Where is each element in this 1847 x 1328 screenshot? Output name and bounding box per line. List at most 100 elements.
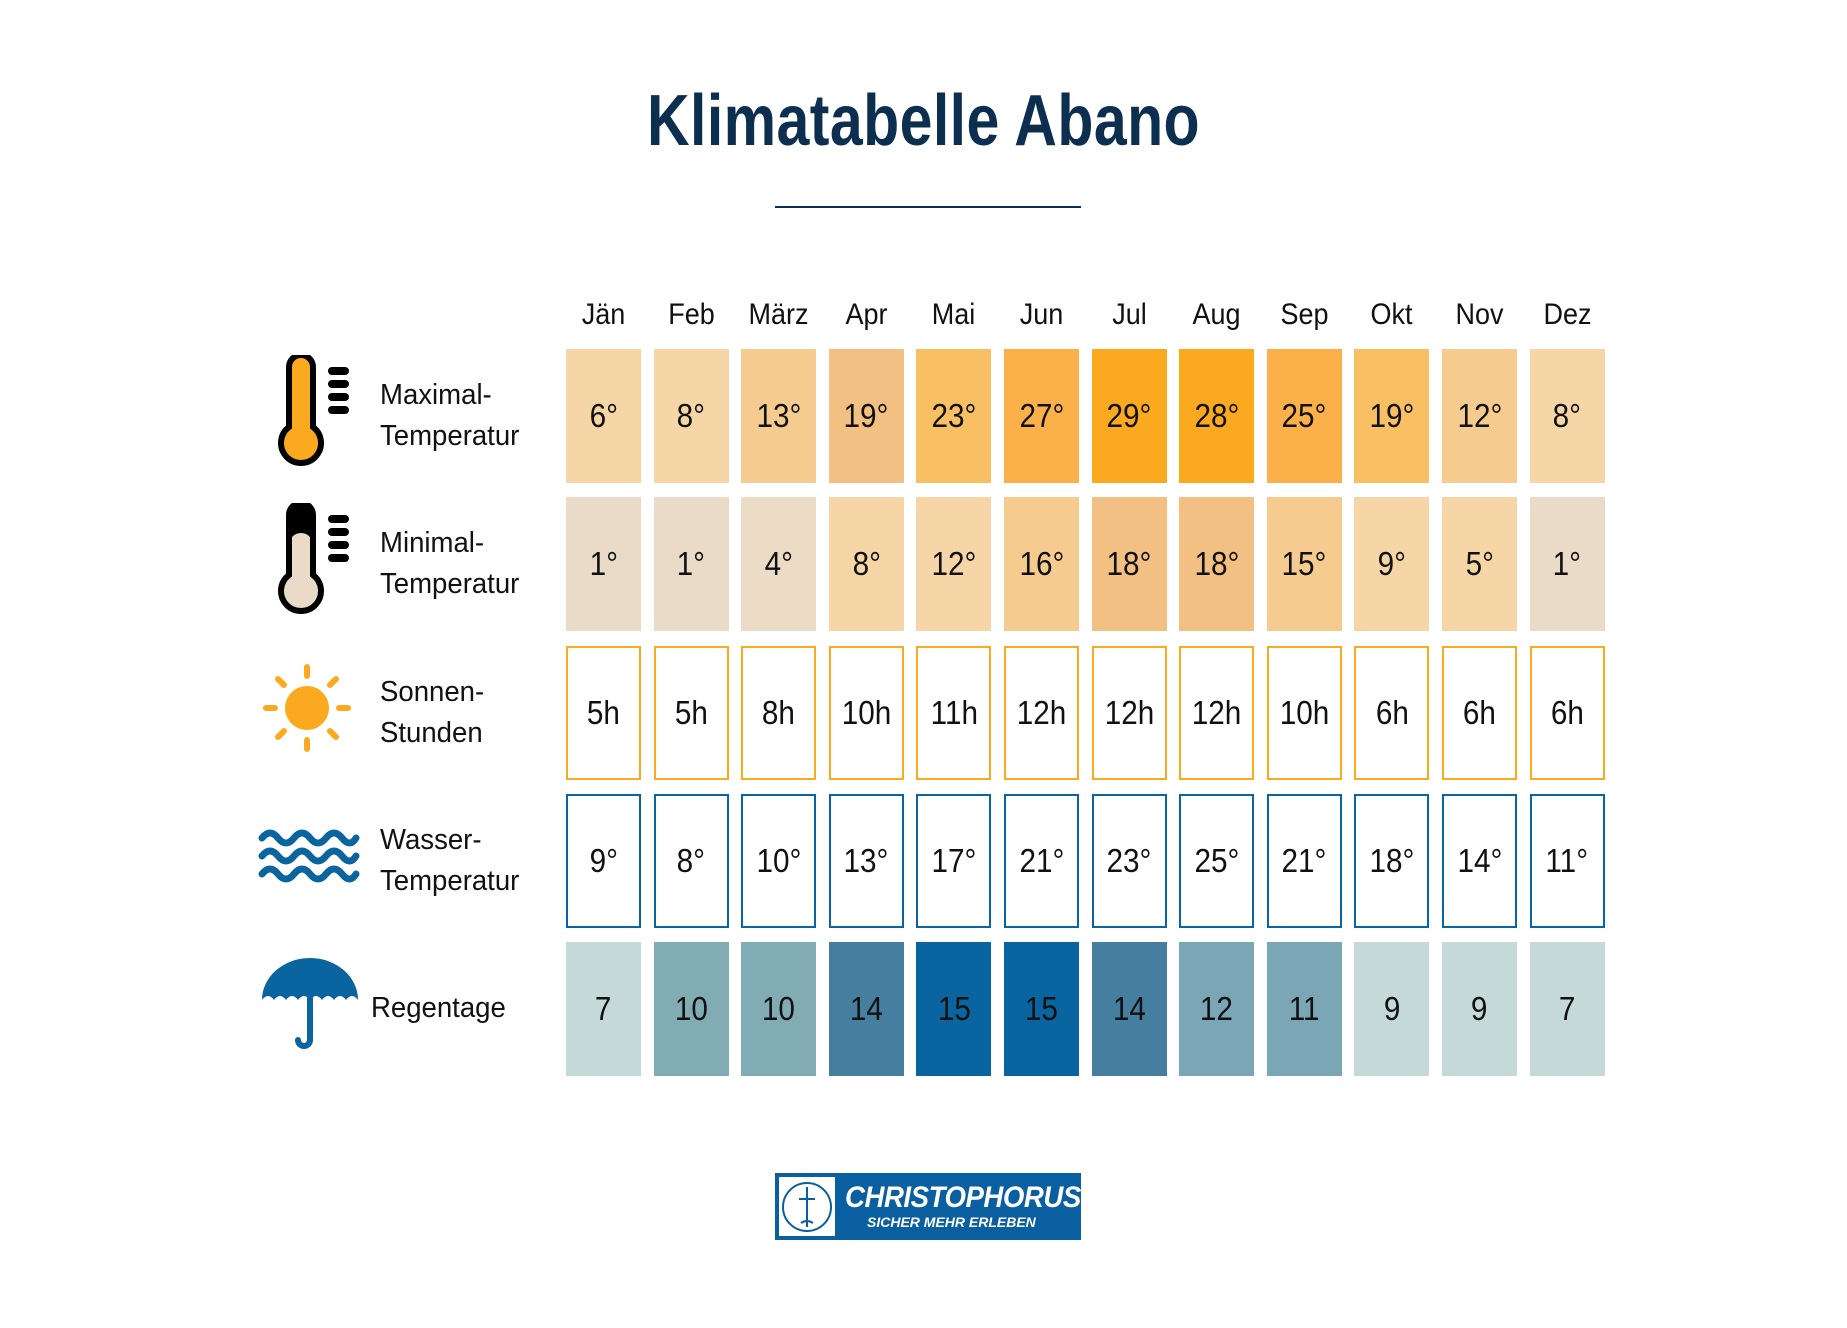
- table-cell: 11°: [1529, 794, 1605, 928]
- table-cell: 14: [828, 942, 904, 1076]
- row-label: Minimal- Temperatur: [380, 523, 519, 605]
- cell-value: 9°: [589, 842, 618, 879]
- table-cell: 28°: [1179, 349, 1255, 483]
- cell-value: 12h: [1191, 694, 1242, 731]
- cell-value: 12h: [1104, 694, 1154, 731]
- table-cell: 21°: [1004, 794, 1079, 928]
- cell-value: 23°: [931, 397, 977, 434]
- cell-value: 23°: [1106, 842, 1152, 879]
- table-cell: 10h: [828, 646, 904, 780]
- cell-value: 12°: [931, 545, 977, 582]
- christophorus-logo: CHRISTOPHORUS SICHER MEHR ERLEBEN: [775, 1173, 1081, 1240]
- table-cell: 6h: [1529, 646, 1605, 780]
- cell-value: 8°: [676, 397, 706, 434]
- table-cell: 25°: [1179, 794, 1255, 928]
- cell-value: 5h: [586, 694, 621, 731]
- row-label-line1: Maximal-: [380, 379, 492, 411]
- cell-value: 21°: [1281, 842, 1327, 879]
- cell-value: 7: [595, 990, 612, 1027]
- cell-value: 8°: [1552, 397, 1582, 434]
- cell-value: 11°: [1545, 842, 1589, 879]
- row-label: Sonnen- Stunden: [380, 672, 484, 754]
- table-cell: 4°: [741, 497, 817, 631]
- cell-value: 21°: [1019, 842, 1064, 879]
- table-cell: 29°: [1091, 349, 1167, 483]
- cell-value: 14°: [1457, 842, 1502, 879]
- cell-value: 9: [1383, 990, 1401, 1027]
- month-header: Okt: [1370, 298, 1413, 331]
- table-cell: 12°: [1442, 349, 1517, 483]
- cell-value: 6h: [1462, 694, 1497, 731]
- cell-value: 13°: [756, 397, 802, 434]
- row-label: Maximal- Temperatur: [380, 375, 519, 457]
- month-header: Aug: [1192, 298, 1241, 331]
- table-cell: 10: [653, 942, 729, 1076]
- table-cell: 16°: [1004, 497, 1079, 631]
- table-cell: 8°: [1529, 349, 1605, 483]
- row-label-line2: Temperatur: [380, 420, 520, 452]
- cell-value: 1°: [676, 545, 706, 582]
- table-cell: 1°: [1529, 497, 1605, 631]
- row-label-line2: Temperatur: [380, 568, 520, 600]
- cell-value: 25°: [1194, 842, 1240, 879]
- table-cell: 21°: [1266, 794, 1342, 928]
- table-cell: 7: [1529, 942, 1605, 1076]
- cell-value: 9: [1471, 990, 1488, 1027]
- cell-value: 8°: [852, 545, 881, 582]
- cell-value: 19°: [843, 397, 889, 434]
- cell-value: 1°: [1552, 545, 1582, 582]
- table-cell: 14: [1091, 942, 1167, 1076]
- cell-value: 29°: [1106, 397, 1152, 434]
- cell-value: 12°: [1457, 397, 1502, 434]
- table-cell: 5°: [1442, 497, 1517, 631]
- cell-value: 6h: [1550, 694, 1584, 731]
- cell-value: 16°: [1019, 545, 1064, 582]
- cell-value: 15: [937, 990, 971, 1027]
- cell-value: 5°: [1465, 545, 1494, 582]
- logo-name: CHRISTOPHORUS: [845, 1181, 1081, 1214]
- cell-value: 25°: [1281, 397, 1327, 434]
- row-label-line1: Sonnen-: [380, 676, 485, 708]
- table-cell: 12°: [916, 497, 992, 631]
- cell-value: 14: [1112, 990, 1146, 1027]
- cell-value: 17°: [931, 842, 977, 879]
- table-cell: 10°: [741, 794, 817, 928]
- cell-value: 10h: [841, 694, 892, 731]
- table-cell: 9°: [566, 794, 641, 928]
- table-cell: 8°: [653, 349, 729, 483]
- table-cell: 23°: [1091, 794, 1167, 928]
- month-header: Jun: [1019, 298, 1064, 331]
- logo-slogan: SICHER MEHR ERLEBEN: [867, 1214, 1036, 1230]
- cell-value: 5h: [674, 694, 708, 731]
- table-cell: 7: [566, 942, 641, 1076]
- cell-value: 8h: [762, 694, 796, 731]
- thermometer-low-icon: [278, 503, 349, 614]
- table-cell: 9°: [1354, 497, 1430, 631]
- month-header: Sep: [1280, 298, 1329, 331]
- table-cell: 12h: [1179, 646, 1255, 780]
- cell-value: 7: [1558, 990, 1576, 1027]
- month-header: Feb: [667, 298, 715, 331]
- cell-value: 10: [674, 990, 708, 1027]
- logo-emblem: [779, 1177, 835, 1236]
- cell-value: 10: [762, 990, 796, 1027]
- table-cell: 27°: [1004, 349, 1079, 483]
- cell-value: 18°: [1194, 545, 1240, 582]
- table-cell: 12: [1179, 942, 1255, 1076]
- month-header: Nov: [1455, 298, 1504, 331]
- cell-value: 10h: [1279, 694, 1330, 731]
- table-cell: 9: [1442, 942, 1517, 1076]
- thermometer-high-icon: [278, 355, 349, 466]
- table-cell: 8°: [653, 794, 729, 928]
- cell-value: 14: [849, 990, 883, 1027]
- row-label-line1: Regentage: [371, 992, 506, 1024]
- cell-value: 19°: [1369, 397, 1415, 434]
- cell-value: 8°: [676, 842, 706, 879]
- table-cell: 5h: [653, 646, 729, 780]
- table-cell: 19°: [828, 349, 904, 483]
- month-header: Dez: [1543, 298, 1592, 331]
- table-cell: 5h: [566, 646, 641, 780]
- table-cell: 19°: [1354, 349, 1430, 483]
- page-title: Klimatabelle Abano: [646, 81, 1201, 161]
- table-cell: 18°: [1091, 497, 1167, 631]
